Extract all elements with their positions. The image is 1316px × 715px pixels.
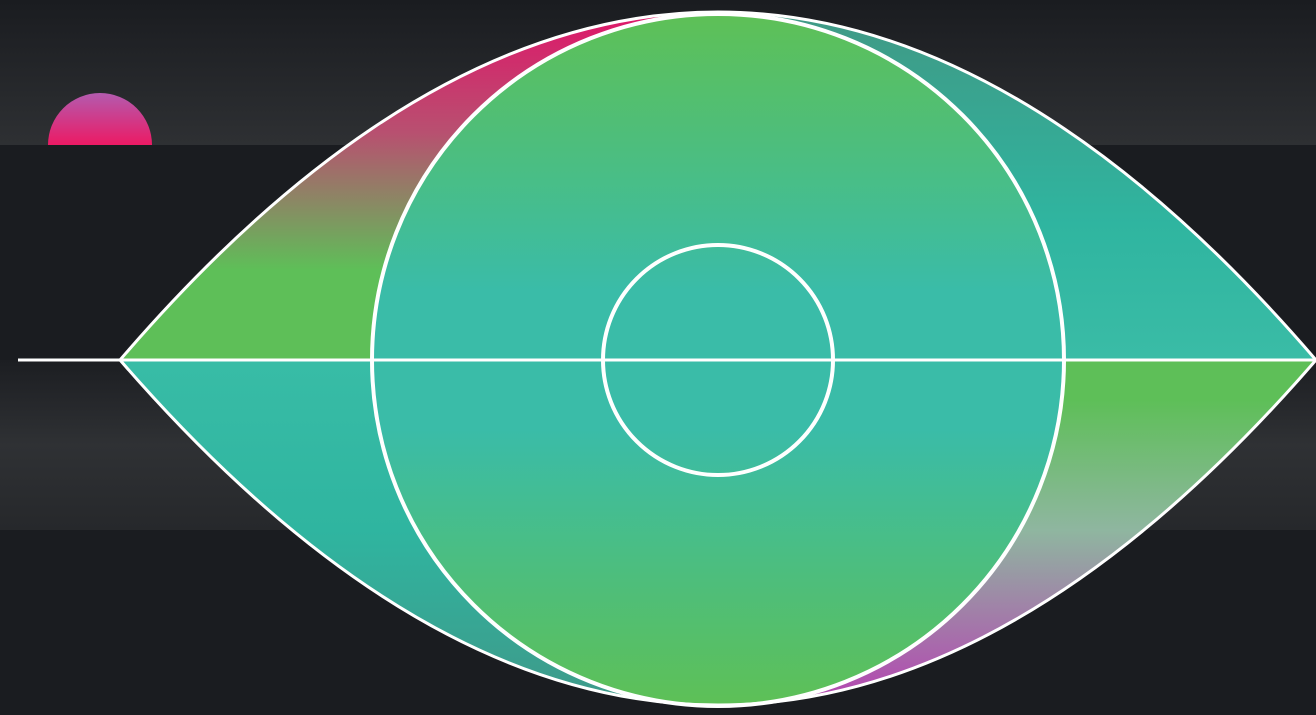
eye-outline — [118, 10, 1316, 707]
half-sun — [48, 93, 152, 145]
